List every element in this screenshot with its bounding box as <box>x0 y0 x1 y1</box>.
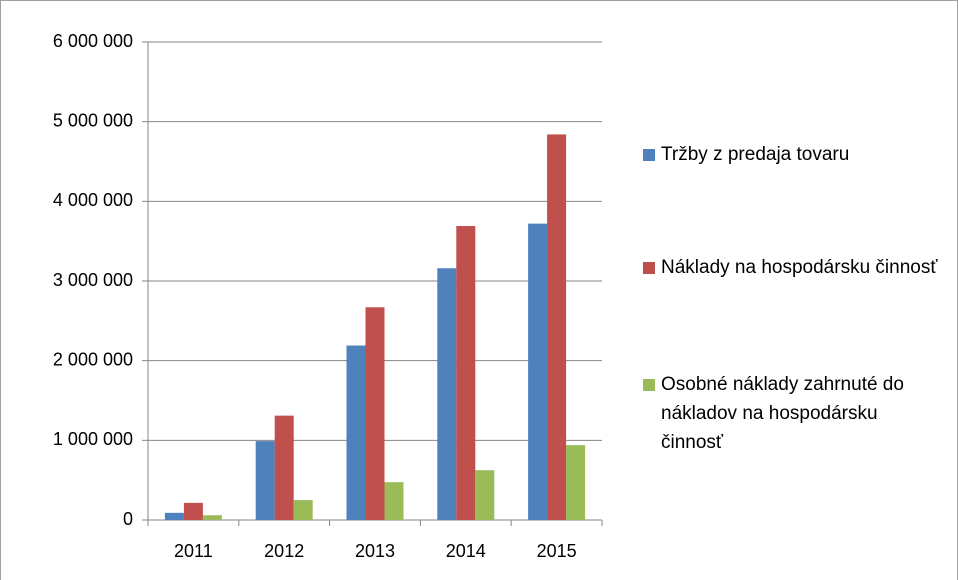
y-tick-label: 1 000 000 <box>53 429 133 449</box>
bar <box>547 134 567 520</box>
legend-swatch <box>643 379 655 391</box>
y-tick-label: 4 000 000 <box>53 190 133 210</box>
legend-item: Náklady na hospodársku činnosť <box>640 253 940 282</box>
legend-label: Osobné náklady zahrnuté do nákladov na h… <box>661 374 904 453</box>
bar <box>346 345 366 520</box>
x-tick-label: 2011 <box>174 541 213 561</box>
x-tick-label: 2015 <box>537 541 577 561</box>
bar <box>183 502 203 520</box>
bar <box>255 441 275 520</box>
bar <box>274 415 294 520</box>
x-tick-label: 2012 <box>264 541 304 561</box>
y-tick-label: 5 000 000 <box>53 110 133 130</box>
legend-swatch <box>643 149 655 161</box>
legend-item: Osobné náklady zahrnuté do nákladov na h… <box>640 370 940 457</box>
bar <box>164 512 184 520</box>
x-tick-label: 2013 <box>355 541 395 561</box>
x-tick-label: 2014 <box>446 541 486 561</box>
legend-swatch <box>643 262 655 274</box>
bar <box>437 268 457 520</box>
y-tick-label: 0 <box>123 509 133 529</box>
y-tick-label: 6 000 000 <box>53 31 133 51</box>
bar <box>384 482 404 520</box>
legend-item: Tržby z predaja tovaru <box>640 140 940 169</box>
bar <box>528 223 548 520</box>
legend-label: Náklady na hospodársku činnosť <box>661 257 938 278</box>
bar <box>475 470 495 520</box>
bar <box>293 500 313 520</box>
bar <box>566 445 586 520</box>
bar <box>456 226 476 520</box>
y-tick-label: 3 000 000 <box>53 270 133 290</box>
bar <box>365 307 385 520</box>
bar <box>202 515 222 520</box>
y-tick-label: 2 000 000 <box>53 349 133 369</box>
legend-label: Tržby z predaja tovaru <box>661 144 850 165</box>
